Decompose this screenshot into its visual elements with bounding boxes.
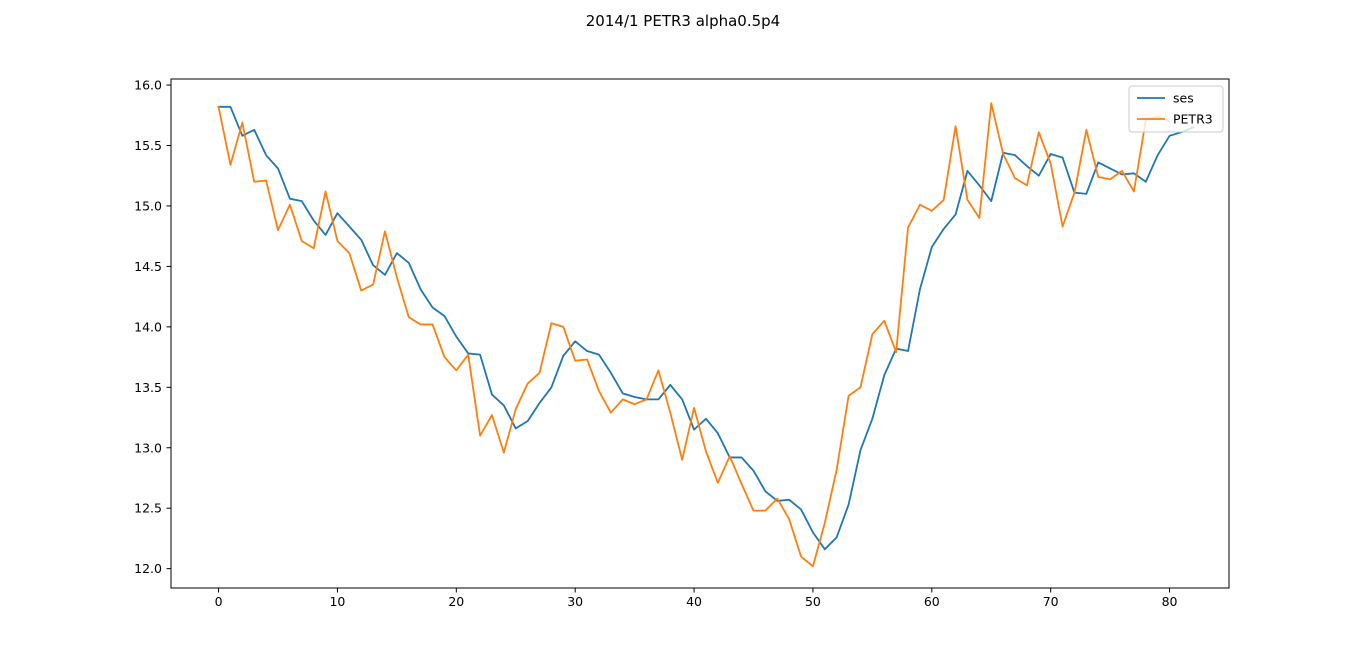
legend: ses PETR3	[1128, 85, 1224, 133]
y-tick-label: 15.0	[134, 198, 162, 213]
x-tick-label: 50	[805, 594, 821, 609]
y-tick-label: 12.5	[134, 501, 162, 516]
y-tick-label: 13.0	[134, 440, 162, 455]
y-axis: 12.0 12.5 13.0 13.5 14.0 14.5 15.0 15.5 16.0	[134, 78, 171, 576]
series-line-ses	[217, 105, 1195, 551]
x-tick-label: 80	[1162, 594, 1178, 609]
x-tick-label: 70	[1043, 594, 1059, 609]
y-tick-label: 13.5	[134, 380, 162, 395]
x-tick-label: 0	[215, 594, 223, 609]
chart-title: 2014/1 PETR3 alpha0.5p4	[586, 12, 780, 30]
x-tick-label: 10	[329, 594, 345, 609]
plot-area	[170, 78, 1230, 589]
legend-label-petr3: PETR3	[1173, 112, 1213, 127]
y-tick-label: 14.0	[134, 319, 162, 334]
x-tick-label: 60	[924, 594, 940, 609]
plot-frame	[170, 78, 1230, 589]
y-tick-label: 16.0	[134, 78, 162, 93]
x-tick-label: 30	[567, 594, 583, 609]
x-axis: 0 10 20 30 40 50 60 70 80	[215, 588, 1178, 609]
series-layer	[217, 102, 1195, 568]
y-tick-label: 14.5	[134, 259, 162, 274]
series-line-petr3	[217, 102, 1171, 568]
x-tick-label: 20	[448, 594, 464, 609]
y-tick-label: 12.0	[134, 561, 162, 576]
y-tick-label: 15.5	[134, 138, 162, 153]
x-tick-label: 40	[686, 594, 702, 609]
legend-label-ses: ses	[1173, 91, 1194, 106]
